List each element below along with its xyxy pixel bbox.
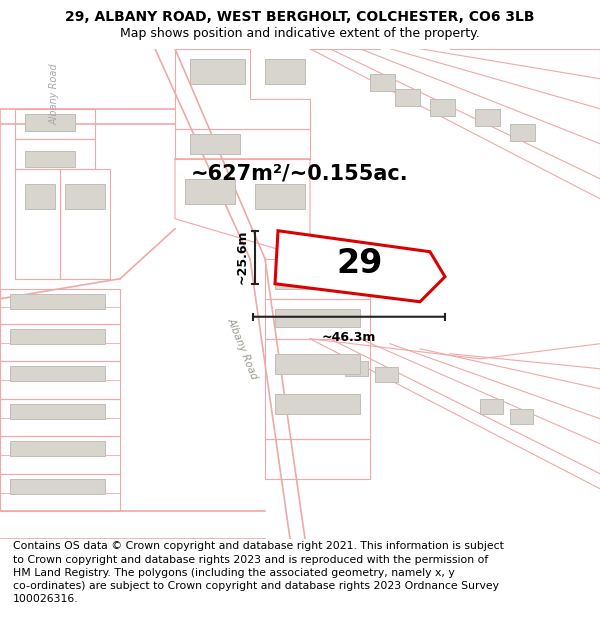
Text: Contains OS data © Crown copyright and database right 2021. This information is : Contains OS data © Crown copyright and d… xyxy=(13,541,504,604)
Polygon shape xyxy=(275,231,445,302)
Polygon shape xyxy=(10,479,105,494)
Polygon shape xyxy=(190,59,245,84)
Polygon shape xyxy=(10,329,105,344)
Text: ~25.6m: ~25.6m xyxy=(236,230,249,284)
Polygon shape xyxy=(375,367,398,382)
Text: Albany Road: Albany Road xyxy=(225,316,259,381)
Polygon shape xyxy=(65,184,105,209)
Text: 29: 29 xyxy=(337,248,383,281)
Polygon shape xyxy=(265,59,305,84)
Polygon shape xyxy=(345,361,368,376)
Polygon shape xyxy=(275,269,360,289)
Polygon shape xyxy=(25,114,75,131)
Polygon shape xyxy=(480,399,503,414)
Polygon shape xyxy=(510,409,533,424)
Polygon shape xyxy=(510,124,535,141)
Polygon shape xyxy=(475,109,500,126)
Polygon shape xyxy=(185,179,235,204)
Polygon shape xyxy=(370,74,395,91)
Polygon shape xyxy=(25,184,55,209)
Polygon shape xyxy=(10,294,105,309)
Polygon shape xyxy=(190,134,240,154)
Text: 29, ALBANY ROAD, WEST BERGHOLT, COLCHESTER, CO6 3LB: 29, ALBANY ROAD, WEST BERGHOLT, COLCHEST… xyxy=(65,10,535,24)
Text: Map shows position and indicative extent of the property.: Map shows position and indicative extent… xyxy=(120,27,480,40)
Polygon shape xyxy=(10,441,105,456)
Text: ~46.3m: ~46.3m xyxy=(322,331,376,344)
Polygon shape xyxy=(430,99,455,116)
Polygon shape xyxy=(255,184,305,209)
Text: Albany Road: Albany Road xyxy=(50,63,60,124)
Polygon shape xyxy=(10,366,105,381)
Polygon shape xyxy=(395,89,420,106)
Polygon shape xyxy=(275,394,360,414)
Polygon shape xyxy=(275,354,360,374)
Polygon shape xyxy=(10,404,105,419)
Text: ~627m²/~0.155ac.: ~627m²/~0.155ac. xyxy=(191,164,409,184)
Polygon shape xyxy=(25,151,75,167)
Polygon shape xyxy=(275,309,360,327)
